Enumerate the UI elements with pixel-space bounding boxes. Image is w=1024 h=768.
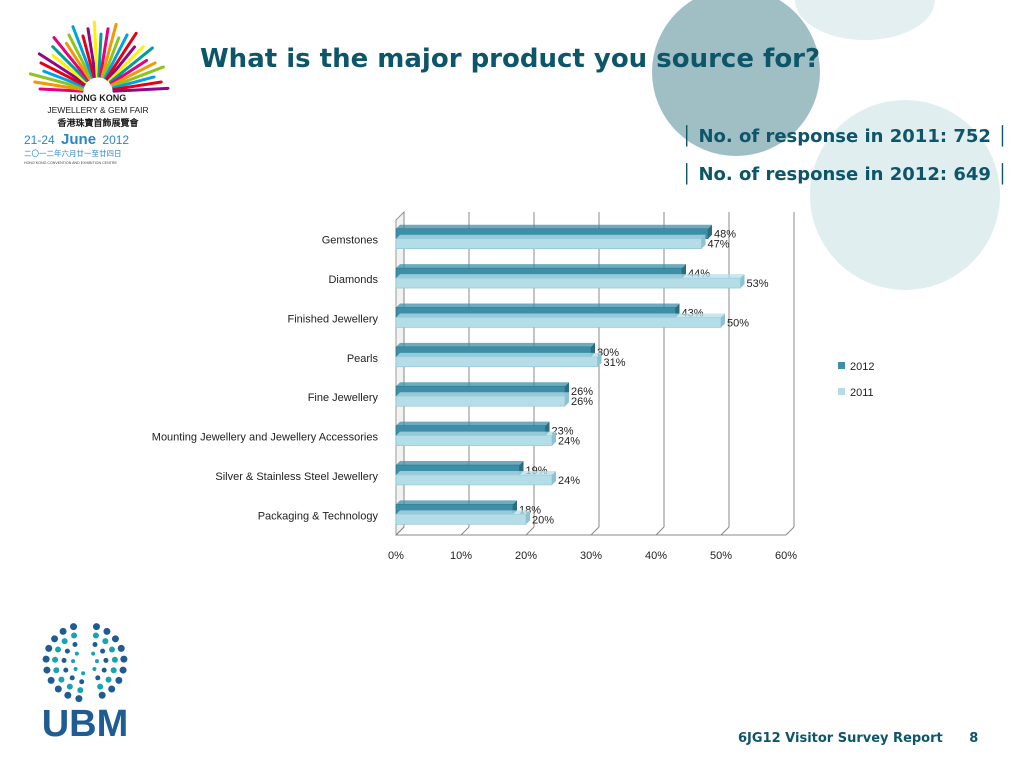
legend-swatch xyxy=(838,388,845,395)
fair-logo-line3: 香港珠寶首飾展覽會 xyxy=(56,117,139,129)
decor-circle-top xyxy=(795,0,935,40)
category-label: Mounting Jewellery and Jewellery Accesso… xyxy=(152,432,379,444)
footer-report-title: 6JG12 Visitor Survey Report xyxy=(738,731,943,746)
ubm-logo-text: UBM xyxy=(42,703,129,742)
category-label: Packaging & Technology xyxy=(258,510,379,522)
page-title: What is the major product you source for… xyxy=(200,44,821,74)
bar-chart: 0% 10% 20% 30% 40% 50% 60% Gemstones 48%47% Diamo… xyxy=(152,210,874,562)
data-label: 24% xyxy=(558,436,580,448)
category-label: Gemstones xyxy=(322,235,379,247)
x-tick-label: 60% xyxy=(775,550,797,562)
data-label: 20% xyxy=(532,514,554,526)
legend-label: 2012 xyxy=(850,361,874,373)
data-label: 31% xyxy=(604,357,626,369)
bar-2011 xyxy=(395,313,725,328)
category-label: Silver & Stainless Steel Jewellery xyxy=(215,471,378,483)
data-label: 47% xyxy=(708,239,730,251)
x-tick-label: 50% xyxy=(710,550,732,562)
bar-2011 xyxy=(395,352,602,368)
bar-2011 xyxy=(395,392,569,407)
data-label: 30% xyxy=(597,347,619,359)
gridline-foot xyxy=(720,526,730,536)
footer: 6JG12 Visitor Survey Report 8 xyxy=(738,731,978,746)
bar-2011 xyxy=(395,274,745,289)
data-label: 53% xyxy=(747,278,769,290)
decor-circle-large xyxy=(652,0,820,156)
x-tick-label: 10% xyxy=(450,550,472,562)
gridline-foot xyxy=(395,526,405,536)
gridline-foot xyxy=(590,526,600,536)
data-label: 26% xyxy=(571,396,593,408)
fair-logo-line7: 二〇一二年六月廿一至廿四日 xyxy=(24,148,122,158)
bar-2012 xyxy=(395,264,686,279)
data-label: 23% xyxy=(552,426,574,438)
x-tick-label: 0% xyxy=(388,550,404,562)
gridline-foot xyxy=(655,526,665,536)
decor-circle-right xyxy=(810,100,1000,290)
response-count-2011: │ No. of response in 2011: 752 │ xyxy=(681,126,1008,147)
category-label: Diamonds xyxy=(328,274,378,286)
data-label: 24% xyxy=(558,475,580,487)
legend-label: 2011 xyxy=(850,387,874,399)
fair-logo-line1: HONG KONG xyxy=(70,93,127,103)
gridline-foot xyxy=(460,526,470,536)
fair-logo-line8: HONG KONG CONVENTION AND EXHIBITION CENT… xyxy=(24,161,117,165)
bar-2012 xyxy=(395,460,524,476)
response-count-2012: │ No. of response in 2012: 649 │ xyxy=(681,164,1008,185)
bar-2011 xyxy=(395,470,556,486)
legend-swatch xyxy=(838,362,845,369)
data-label: 48% xyxy=(714,229,736,241)
bar-2011 xyxy=(395,234,706,249)
gridline-foot xyxy=(525,526,535,536)
x-tick-label: 20% xyxy=(515,550,537,562)
data-label: 26% xyxy=(571,386,593,398)
gridline-foot xyxy=(785,526,795,536)
axis-wall xyxy=(395,210,405,537)
category-label: Finished Jewellery xyxy=(288,313,379,325)
bar-2011 xyxy=(395,510,530,525)
ubm-dots-icon xyxy=(42,623,128,703)
fair-logo: HONG KONG JEWELLERY & GEM FAIR 香港珠寶首飾展覽會… xyxy=(24,20,170,165)
category-label: Pearls xyxy=(347,353,379,365)
ubm-logo: UBM xyxy=(42,623,129,742)
page-number: 8 xyxy=(969,731,979,746)
x-tick-label: 30% xyxy=(580,550,602,562)
category-label: Fine Jewellery xyxy=(308,392,379,404)
data-label: 50% xyxy=(727,317,749,329)
fair-logo-line2: JEWELLERY & GEM FAIR xyxy=(47,105,148,115)
x-tick-label: 40% xyxy=(645,550,667,562)
fair-logo-date: 21-24 June 2012 xyxy=(24,131,129,148)
fan-icon xyxy=(28,20,170,93)
bar-2011 xyxy=(395,431,556,446)
